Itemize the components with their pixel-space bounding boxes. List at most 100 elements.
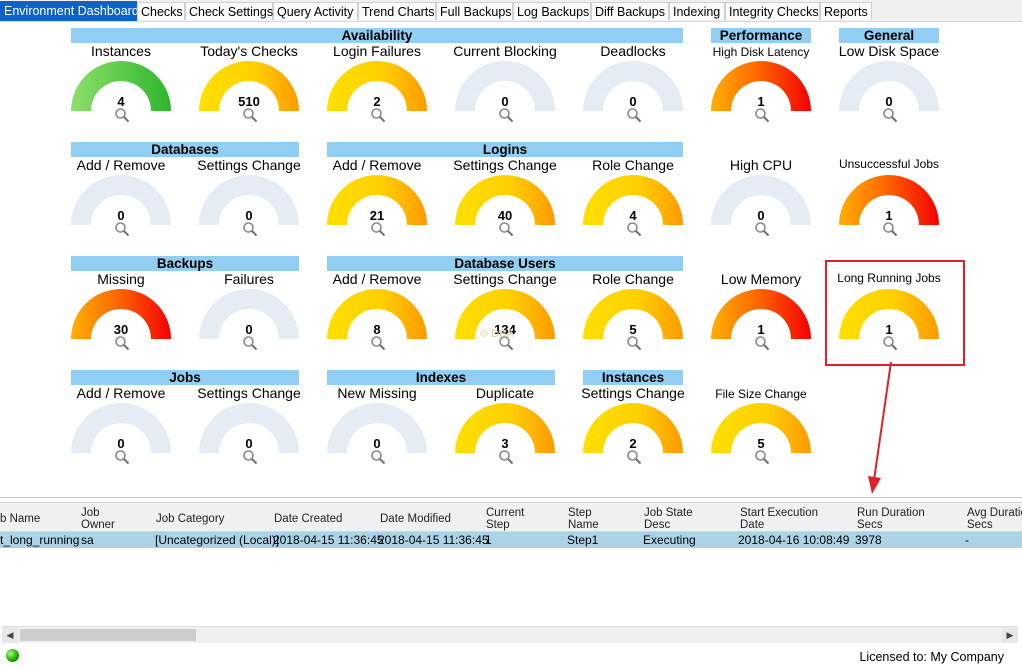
gauge-backups-failures[interactable]: 0 [198,288,300,354]
gauge-arc [583,61,683,111]
gauge-todays-checks[interactable]: 510 [198,60,300,126]
gauge-jobs-settings-change[interactable]: 0 [198,402,300,468]
col-header-job-name[interactable]: b Name [0,513,41,525]
header-databases: Databases [71,142,299,157]
gauge-value: 30 [113,322,129,337]
col-header-job-category[interactable]: Job Category [156,513,225,525]
col-header-avg-duration-secs[interactable]: Avg Duratio Secs [967,507,1022,531]
magnifier-icon[interactable] [498,107,514,123]
gauge-value: 4 [629,208,637,223]
magnifier-icon[interactable] [114,107,130,123]
tab-full-backups[interactable]: Full Backups [436,2,513,20]
col-header-date-modified[interactable]: Date Modified [380,513,451,525]
magnifier-icon[interactable] [370,449,386,465]
gauge-file-size-change[interactable]: 5 [710,402,812,468]
gauge-login-failures[interactable]: 2 [326,60,428,126]
magnifier-icon[interactable] [114,449,130,465]
gauge-value: 510 [238,94,260,109]
magnifier-icon[interactable] [626,449,642,465]
magnifier-icon[interactable] [626,221,642,237]
tab-log-backups[interactable]: Log Backups [513,2,591,20]
gauge-instances-settings-change[interactable]: 2 [582,402,684,468]
tab-environment-dashboard[interactable]: Environment Dashboard [0,1,139,21]
gauge-dbusers-settings-change[interactable]: 134 [454,288,556,354]
gauge-value: 1 [757,94,765,109]
gauge-indexes-new-missing[interactable]: 0 [326,402,428,468]
magnifier-icon[interactable] [242,107,258,123]
gauge-fill [839,61,939,111]
col-header-step-name[interactable]: Step Name [568,507,599,531]
gauge-backups-missing[interactable]: 30 [70,288,172,354]
col-header-job-state-desc[interactable]: Job State Desc [644,507,693,531]
col-header-date-created[interactable]: Date Created [274,513,343,525]
magnifier-icon[interactable] [370,107,386,123]
gauge-value: 3 [501,436,509,451]
scroll-thumb[interactable] [20,629,196,641]
col-header-start-execution-date[interactable]: Start Execution Date [740,507,818,531]
gauge-low-memory[interactable]: 1 [710,288,812,354]
gauge-long-running-jobs[interactable]: 1 [838,288,940,354]
scroll-right-icon[interactable]: ▶ [1002,627,1018,643]
gauge-arc [455,175,555,225]
gauge-unsuccessful-jobs[interactable]: 1 [838,174,940,240]
magnifier-icon[interactable] [370,335,386,351]
gauge-logins-role-change[interactable]: 4 [582,174,684,240]
gauge-databases-add-remove[interactable]: 0 [70,174,172,240]
gauge-jobs-add-remove[interactable]: 0 [70,402,172,468]
magnifier-icon[interactable] [370,221,386,237]
magnifier-icon[interactable] [882,221,898,237]
gauge-dbusers-role-change[interactable]: 5 [582,288,684,354]
gauge-label: Login Failures [333,43,421,59]
col-header-run-duration-secs[interactable]: Run Duration Secs [857,507,925,531]
gauge-arc [583,175,683,225]
magnifier-icon[interactable] [498,335,514,351]
gauge-value: 0 [885,94,893,109]
horizontal-scrollbar[interactable]: ◀ ▶ [2,626,1018,643]
magnifier-icon[interactable] [882,107,898,123]
gauge-low-disk-space[interactable]: 0 [838,60,940,126]
magnifier-icon[interactable] [626,335,642,351]
header-indexes: Indexes [327,370,555,385]
magnifier-icon[interactable] [626,107,642,123]
table-row[interactable]: t_long_running sa [Uncategorized (Local)… [0,532,1022,548]
gauge-high-disk-latency[interactable]: 1 [710,60,812,126]
gauge-arc [711,289,811,339]
magnifier-icon[interactable] [114,221,130,237]
magnifier-icon[interactable] [498,449,514,465]
gauge-deadlocks[interactable]: 0 [582,60,684,126]
col-header-job-owner[interactable]: Job Owner [81,507,115,531]
gauge-logins-settings-change[interactable]: 40 [454,174,556,240]
magnifier-icon[interactable] [498,221,514,237]
tab-integrity-checks[interactable]: Integrity Checks [725,2,820,20]
scroll-left-icon[interactable]: ◀ [2,627,18,643]
gauge-instances[interactable]: 4 [70,60,172,126]
magnifier-icon[interactable] [114,335,130,351]
tab-query-activity[interactable]: Query Activity [273,2,358,20]
magnifier-icon[interactable] [754,335,770,351]
gauge-indexes-duplicate[interactable]: 3 [454,402,556,468]
tab-indexing[interactable]: Indexing [669,2,725,20]
gauge-fill [711,61,811,111]
magnifier-icon[interactable] [242,221,258,237]
gauge-label: Role Change [592,157,674,173]
gauge-value: 0 [245,436,253,451]
tab-check-settings[interactable]: Check Settings [185,2,273,20]
magnifier-icon[interactable] [882,335,898,351]
tab-trend-charts[interactable]: Trend Charts [358,2,436,20]
magnifier-icon[interactable] [242,335,258,351]
gauge-arc [199,61,299,111]
gauge-current-blocking[interactable]: 0 [454,60,556,126]
magnifier-icon[interactable] [242,449,258,465]
tab-diff-backups[interactable]: Diff Backups [591,2,669,20]
magnifier-icon[interactable] [754,449,770,465]
magnifier-icon[interactable] [754,221,770,237]
tab-reports[interactable]: Reports [820,2,872,20]
gauge-logins-add-remove[interactable]: 21 [326,174,428,240]
gauge-dbusers-add-remove[interactable]: 8 [326,288,428,354]
col-header-current-step[interactable]: Current Step [486,507,525,531]
gauge-databases-settings-change[interactable]: 0 [198,174,300,240]
gauge-fill [839,289,939,339]
gauge-high-cpu[interactable]: 0 [710,174,812,240]
magnifier-icon[interactable] [754,107,770,123]
tab-checks[interactable]: Checks [137,2,185,20]
